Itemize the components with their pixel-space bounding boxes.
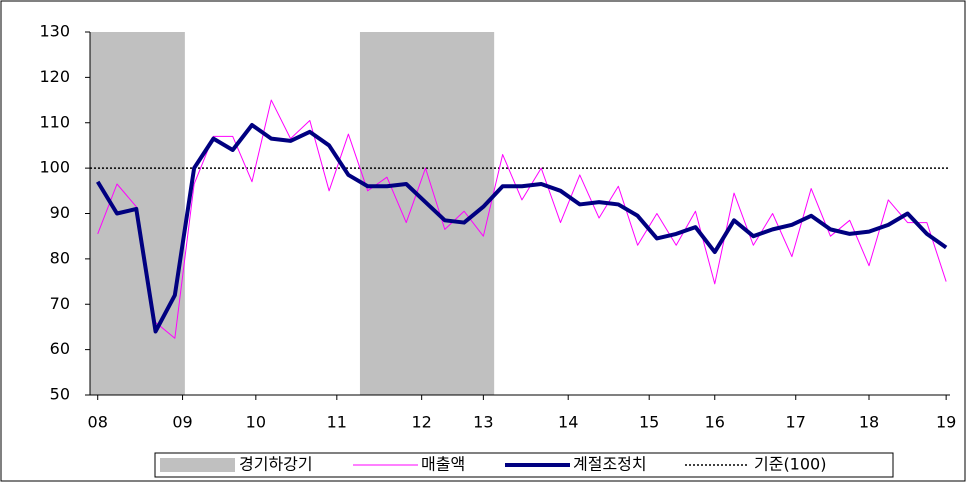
y-tick-label: 100 (39, 158, 70, 177)
y-tick-label: 110 (39, 112, 70, 131)
data-line (96, 123, 948, 334)
legend-label: 경기하강기 (239, 455, 313, 474)
x-tick-label: 14 (558, 413, 578, 432)
legend-label: 기준(100) (754, 455, 826, 474)
y-tick-label: 130 (39, 22, 70, 41)
legend-swatch (160, 458, 235, 472)
x-tick-label: 10 (246, 413, 266, 432)
data-line (97, 99, 947, 339)
y-tick-label: 50 (50, 385, 70, 404)
y-tick-label: 80 (50, 248, 70, 267)
legend-label: 계절조정치 (573, 455, 647, 474)
y-tick-label: 120 (39, 67, 70, 86)
x-tick-label: 16 (705, 413, 725, 432)
x-tick-label: 11 (327, 413, 347, 432)
legend-label: 매출액 (421, 455, 465, 474)
x-tick-label: 13 (473, 413, 493, 432)
y-tick-label: 90 (50, 203, 70, 222)
x-tick-label: 12 (411, 413, 431, 432)
y-tick-label: 70 (50, 294, 70, 313)
x-tick-label: 08 (88, 413, 108, 432)
shaded-period (359, 32, 495, 395)
legend-box (154, 452, 894, 478)
y-tick-label: 60 (50, 339, 70, 358)
x-tick-label: 19 (936, 413, 956, 432)
legend: 경기하강기 매출액 계절조정치 기준(100) (154, 452, 894, 478)
x-tick-label: 15 (639, 413, 659, 432)
x-tick-label: 18 (859, 413, 879, 432)
x-tick-label: 09 (172, 413, 192, 432)
x-tick-label: 17 (786, 413, 806, 432)
